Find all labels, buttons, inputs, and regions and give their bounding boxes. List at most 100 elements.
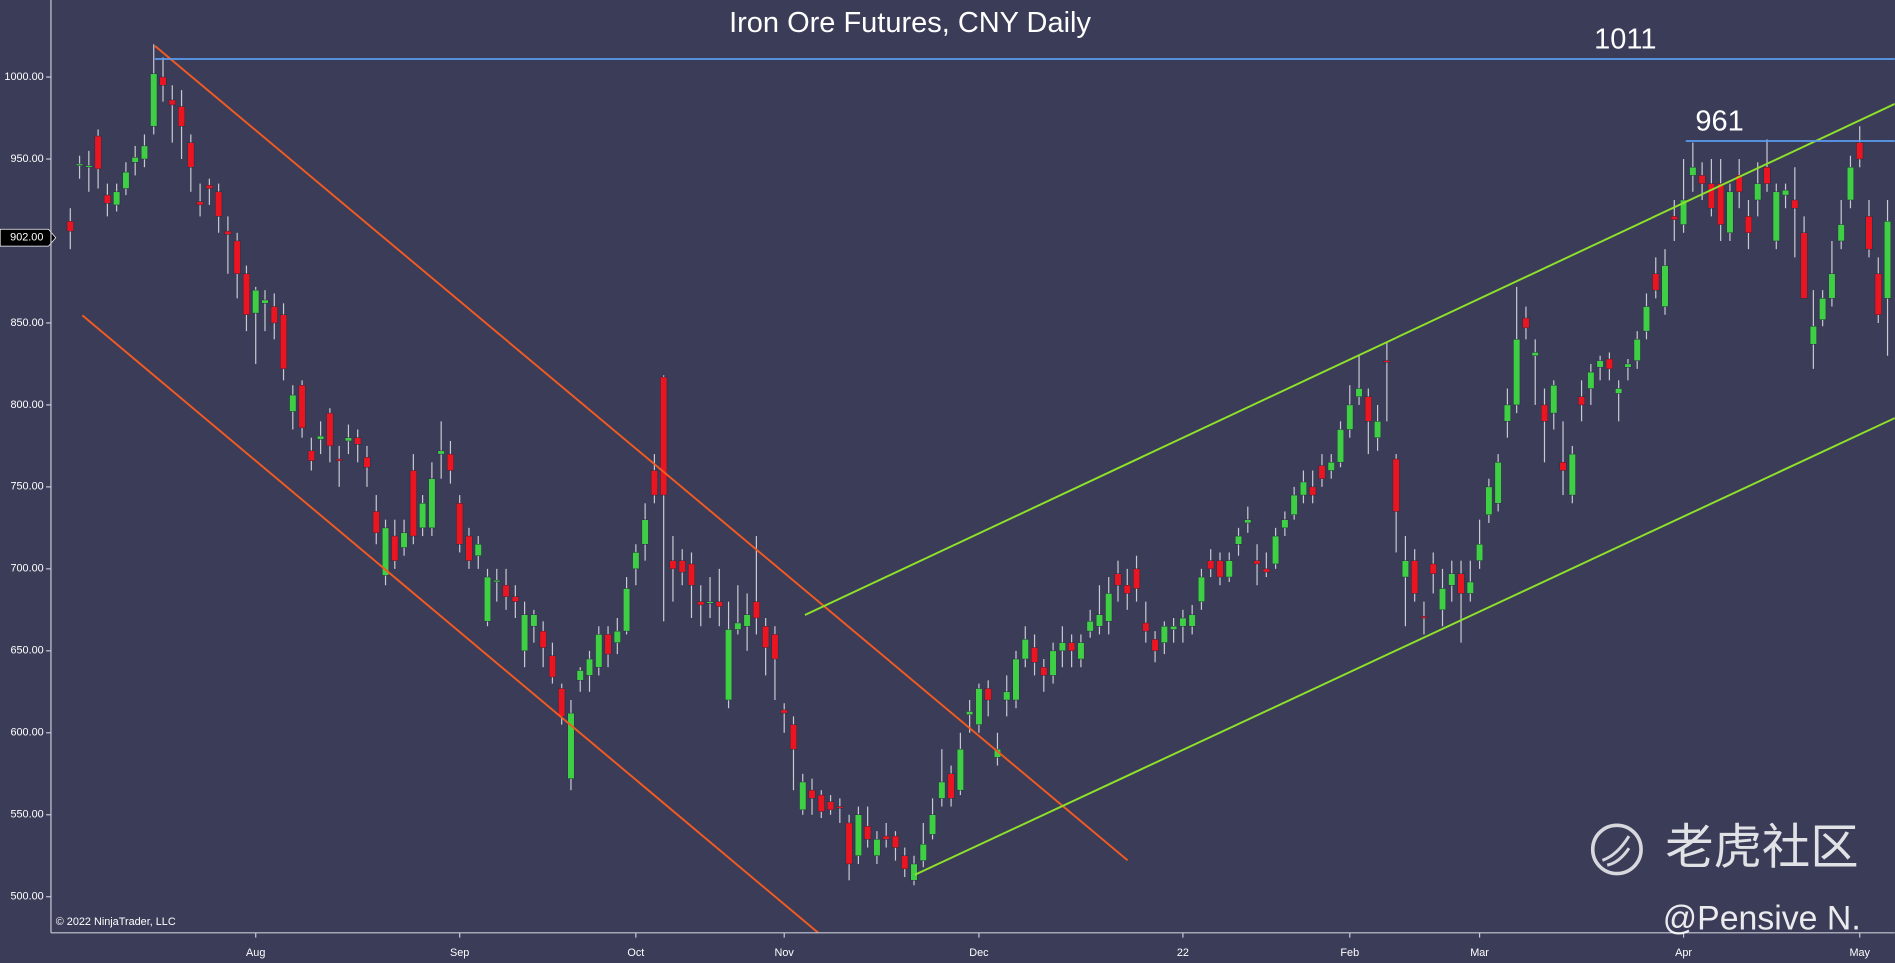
candle-body <box>1448 573 1456 586</box>
candle-body <box>539 630 547 648</box>
levels: 1011 961 902.00 <box>0 24 1895 247</box>
trend-lines <box>81 45 1895 933</box>
candle-body <box>725 629 733 701</box>
candle-body <box>715 601 723 607</box>
candle-body <box>1272 535 1280 565</box>
candle-body <box>474 544 482 556</box>
y-tick-label: 850.00 <box>10 317 43 329</box>
candle-body <box>743 614 751 627</box>
candle-body <box>1235 535 1243 545</box>
candle-body <box>558 688 566 717</box>
candle-body <box>845 822 853 865</box>
candle-body <box>1856 142 1864 160</box>
candle-body <box>1874 273 1882 315</box>
x-tick-label: Sep <box>450 947 469 959</box>
candle-body <box>585 658 594 676</box>
candle-body <box>1068 642 1076 652</box>
candle-body <box>1531 352 1539 356</box>
candle-body <box>1615 388 1623 394</box>
candle-body <box>298 385 306 429</box>
candle-body <box>864 825 872 840</box>
candle-body <box>317 435 325 440</box>
candle-body <box>419 503 427 529</box>
candle-body <box>409 470 417 537</box>
candle-body <box>1624 363 1632 368</box>
candle-body <box>187 142 195 168</box>
candle-body <box>1485 486 1493 515</box>
candle-body <box>984 688 992 701</box>
x-tick-label: Feb <box>1340 947 1359 959</box>
candle-body <box>623 588 631 632</box>
candle-body <box>1207 560 1215 570</box>
candle-body <box>827 801 835 811</box>
candle-body <box>1049 650 1057 676</box>
candle-body <box>1661 265 1669 307</box>
y-tick-label: 500.00 <box>10 891 43 903</box>
candle-body <box>344 437 352 442</box>
candle-body <box>919 844 927 861</box>
x-tick-label: May <box>1849 947 1870 959</box>
y-tick-label: 650.00 <box>10 645 43 657</box>
candle-body <box>66 221 74 232</box>
candle-body <box>1040 666 1048 676</box>
candle-body <box>808 789 816 799</box>
candle-body <box>363 457 371 468</box>
candle-body <box>1578 396 1586 406</box>
candle-body <box>1355 388 1363 397</box>
candle-body <box>511 596 519 602</box>
candle-body <box>1596 360 1604 368</box>
candle-body <box>854 814 862 856</box>
candle-body <box>1791 199 1799 209</box>
candle-body <box>270 306 278 324</box>
x-tick-label: Dec <box>969 947 989 959</box>
candle-body <box>94 135 102 170</box>
y-tick-label: 550.00 <box>10 809 43 821</box>
candle-body <box>326 412 334 447</box>
candle-body <box>493 580 501 583</box>
candle-body <box>465 535 473 561</box>
candle-body <box>1290 494 1298 515</box>
candle-body <box>391 535 399 561</box>
copyright: © 2022 NinjaTrader, LLC <box>56 916 176 928</box>
candle-body <box>762 625 770 648</box>
candle-body <box>1262 568 1270 573</box>
candle-body <box>1819 298 1827 320</box>
candle-body <box>1188 614 1196 627</box>
candle-body <box>1782 189 1790 196</box>
candle-body <box>131 157 139 163</box>
y-tick-label: 600.00 <box>10 727 43 739</box>
candle-body <box>1160 625 1168 643</box>
candle-body <box>1513 339 1521 406</box>
candle-body <box>613 630 621 643</box>
candle-body <box>1374 421 1382 438</box>
candle-body <box>1568 453 1576 496</box>
candle-body <box>122 171 130 189</box>
candle-body <box>789 724 797 750</box>
chart-title: Iron Ore Futures, CNY Daily <box>729 7 1091 39</box>
candle-body <box>178 106 186 127</box>
candle-body <box>1726 191 1734 234</box>
candle-body <box>650 470 658 496</box>
candle-body <box>446 453 454 471</box>
x-tick-label: Aug <box>246 947 265 959</box>
candle-body <box>1494 462 1502 504</box>
candle-body <box>1346 404 1354 430</box>
candles <box>66 44 1892 886</box>
candle-body <box>1550 385 1558 414</box>
candle-body <box>354 437 362 445</box>
x-tick-label: 22 <box>1177 947 1189 959</box>
candle-body <box>1309 486 1317 496</box>
candle-body <box>1086 621 1094 632</box>
candle-body <box>289 394 297 412</box>
candle-body <box>1170 625 1178 630</box>
candle-body <box>1503 404 1511 422</box>
candle-body <box>752 601 760 619</box>
candle-body <box>1772 191 1780 242</box>
candle-body <box>196 201 204 206</box>
candle-body <box>1846 166 1854 201</box>
candle-body <box>548 655 556 678</box>
candle-body <box>836 806 844 809</box>
candle-body <box>1828 273 1836 299</box>
